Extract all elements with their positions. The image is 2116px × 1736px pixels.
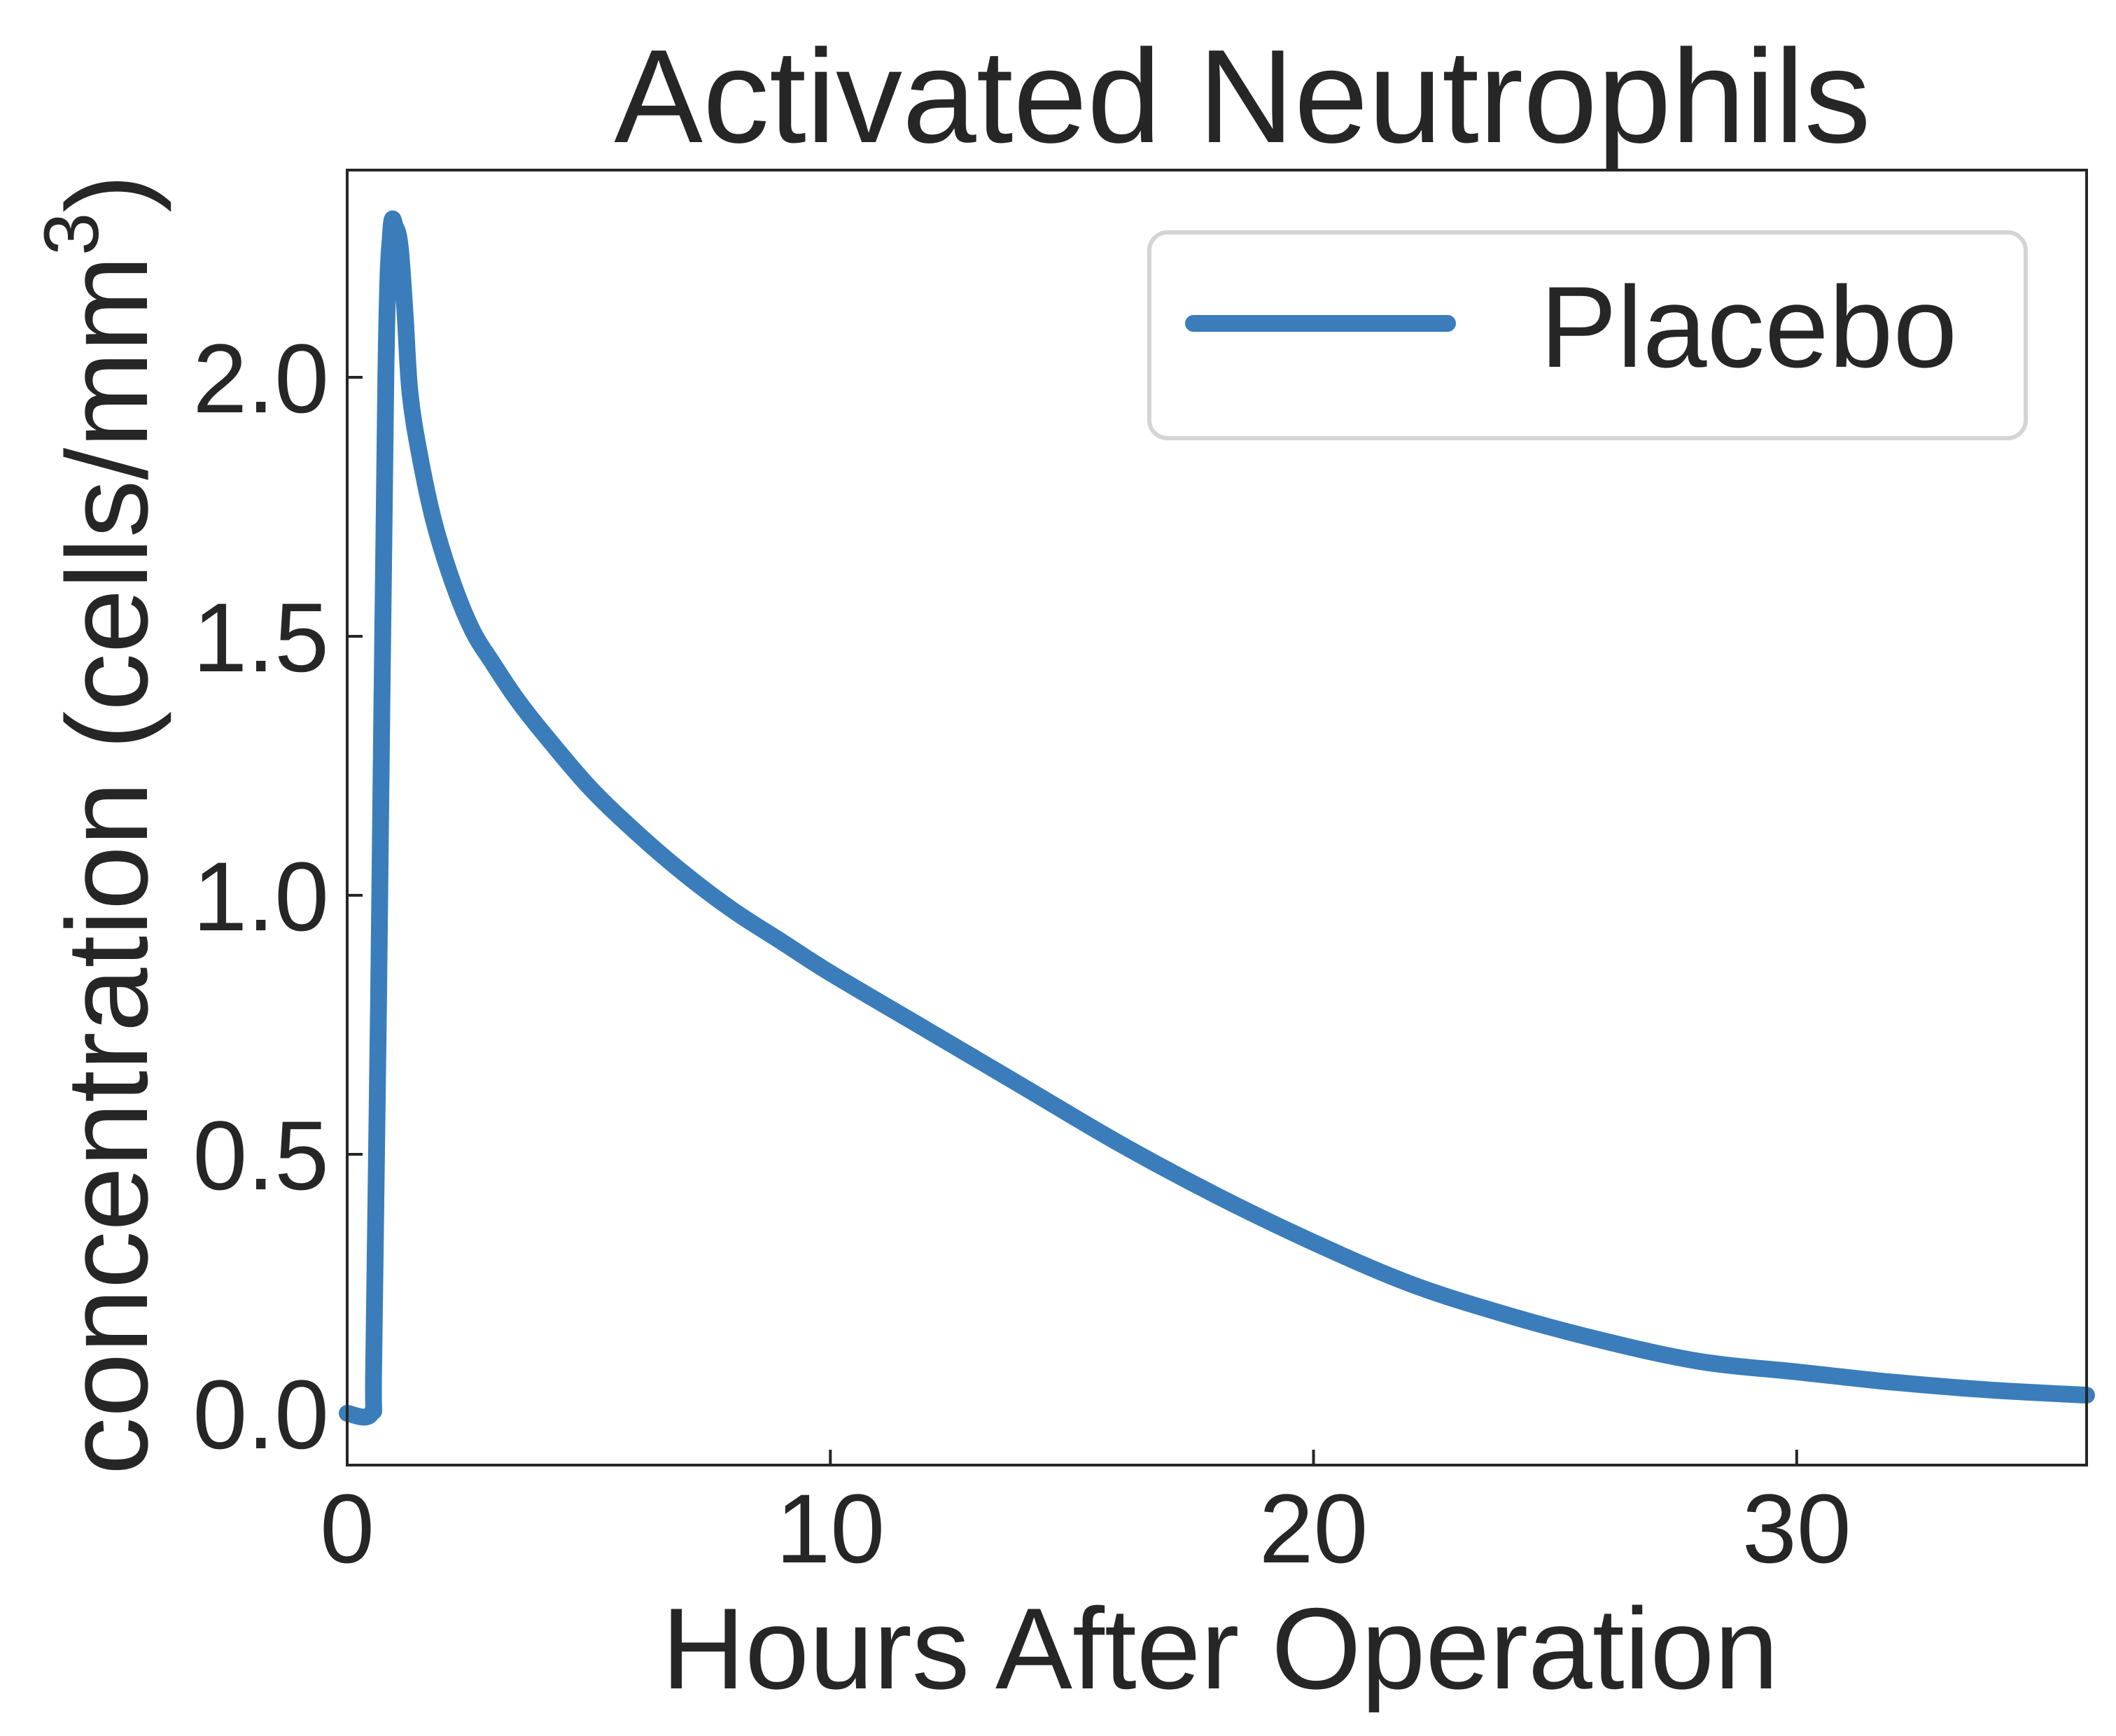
x-tick-label: 10 bbox=[776, 1474, 885, 1583]
legend-box bbox=[1147, 230, 2028, 440]
x-axis-ticks: 0 10 20 30 bbox=[320, 1450, 1851, 1583]
y-axis-label-close: ) bbox=[43, 174, 171, 213]
plot-frame bbox=[346, 169, 2088, 1466]
y-tick-label: 1.5 bbox=[192, 582, 329, 692]
y-tick-label: 0.0 bbox=[192, 1359, 329, 1469]
chart-title: Activated Neutrophils bbox=[614, 22, 1870, 171]
x-tick-label: 30 bbox=[1742, 1474, 1851, 1583]
series-line-placebo bbox=[339, 210, 2095, 1426]
y-tick-label: 1.0 bbox=[192, 841, 329, 951]
y-tick-label: 0.5 bbox=[192, 1100, 329, 1210]
y-axis-ticks: 0.0 0.5 1.0 1.5 2.0 bbox=[192, 323, 363, 1469]
y-axis-label: concentration (cells/mm3) bbox=[29, 174, 171, 1475]
y-axis-label-main: concentration (cells/mm bbox=[43, 255, 171, 1475]
x-tick-label: 0 bbox=[320, 1474, 374, 1583]
x-tick-label: 20 bbox=[1259, 1474, 1368, 1583]
y-tick-label: 2.0 bbox=[192, 323, 329, 433]
y-axis-label-superscript: 3 bbox=[29, 213, 115, 255]
legend: Placebo bbox=[1147, 230, 2028, 440]
legend-label-placebo: Placebo bbox=[1540, 262, 1957, 391]
x-axis-label: Hours After Operation bbox=[661, 1584, 1779, 1713]
